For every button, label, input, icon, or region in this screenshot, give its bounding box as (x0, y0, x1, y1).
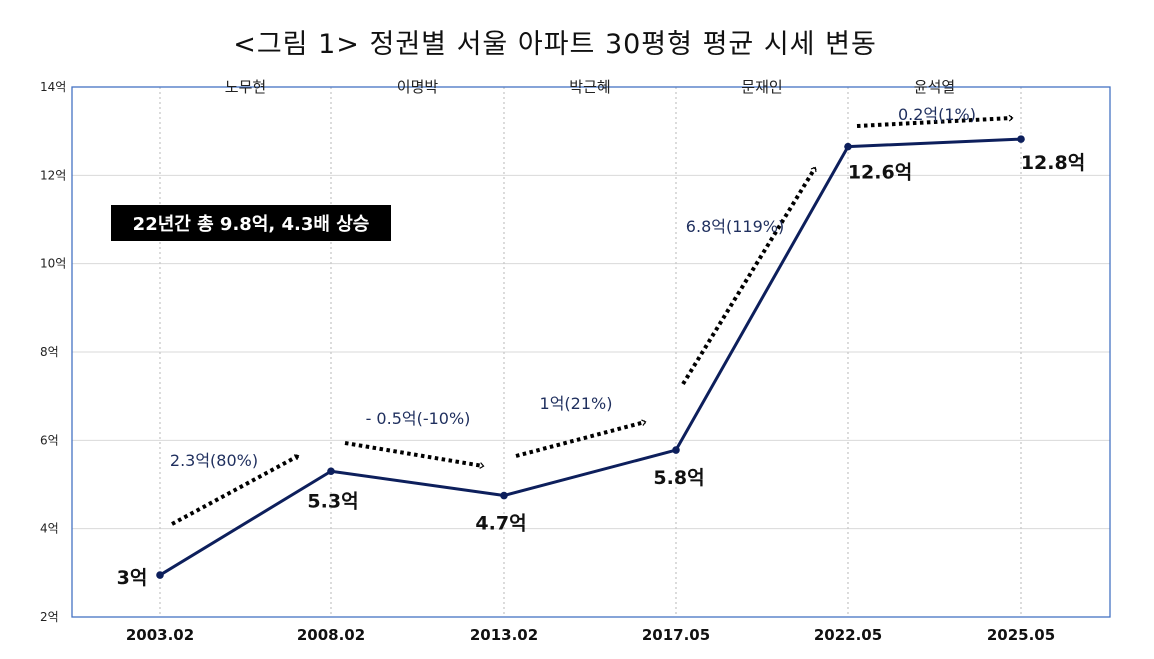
point-value-label: 3억 (117, 567, 148, 589)
change-label: 0.2억(1%) (898, 105, 976, 124)
data-point (500, 491, 508, 500)
trend-arrow (171, 454, 300, 526)
summary-box-text: 22년간 총 9.8억, 4.3배 상승 (133, 214, 370, 235)
x-tick-label: 2003.02 (126, 626, 194, 644)
y-tick-label: 6억 (40, 433, 59, 447)
x-tick-label: 2025.05 (987, 626, 1055, 644)
trend-arrow (344, 441, 485, 469)
x-tick-label: 2022.05 (814, 626, 882, 644)
y-tick-label: 10억 (40, 257, 66, 271)
axis-layer: 2억 4억 6억 8억 10억 12억 14억 2003.02 2008.02 2013.02 20… (40, 80, 1055, 644)
data-point (844, 142, 852, 151)
data-point (156, 571, 164, 579)
period-label: 문재인 (741, 78, 782, 96)
chart-title: <그림 1> 정권별 서울 아파트 30평형 평균 시세 변동 (233, 29, 877, 60)
x-tick-label: 2017.05 (642, 626, 710, 644)
period-label: 윤석열 (914, 78, 955, 96)
trend-arrow (681, 166, 817, 386)
x-tick-label: 2008.02 (297, 626, 365, 644)
series-layer (156, 135, 1025, 579)
y-tick-label: 2억 (40, 610, 59, 624)
period-label: 박근혜 (569, 78, 610, 96)
change-label: - 0.5억(-10%) (366, 409, 471, 428)
series-line (159, 137, 1022, 577)
y-tick-label: 12억 (40, 168, 66, 182)
period-label: 노무현 (225, 78, 266, 96)
point-value-label: 12.6억 (848, 162, 912, 184)
y-tick-label: 8억 (40, 345, 59, 359)
y-tick-label: 4억 (40, 522, 59, 536)
grid-layer (72, 87, 1110, 617)
data-point (1017, 135, 1025, 143)
y-tick-label: 14억 (40, 80, 66, 94)
point-value-label: 12.8억 (1021, 152, 1085, 174)
label-layer: 노무현 이명박 박근혜 문재인 윤석열 22년간 총 9.8억, 4.3배 상승 3억 5.3… (111, 78, 1085, 589)
point-value-label: 5.8억 (653, 467, 704, 489)
summary-box: 22년간 총 9.8억, 4.3배 상승 (111, 205, 391, 241)
summary-box-bg (111, 205, 391, 241)
change-arrows (171, 114, 1014, 526)
period-label: 이명박 (397, 78, 439, 96)
change-label: 2.3억(80%) (170, 451, 258, 470)
change-label: 6.8억(119%) (686, 217, 784, 236)
point-value-label: 4.7억 (475, 513, 526, 535)
trend-arrow (515, 419, 647, 458)
plot-frame (71, 86, 1111, 618)
point-value-label: 5.3억 (307, 490, 358, 512)
data-point (672, 446, 680, 454)
x-tick-label: 2013.02 (470, 626, 538, 644)
plot-border (71, 86, 1111, 618)
trend-arrow (856, 114, 1014, 128)
change-label: 1억(21%) (540, 394, 613, 413)
data-point (327, 467, 335, 476)
